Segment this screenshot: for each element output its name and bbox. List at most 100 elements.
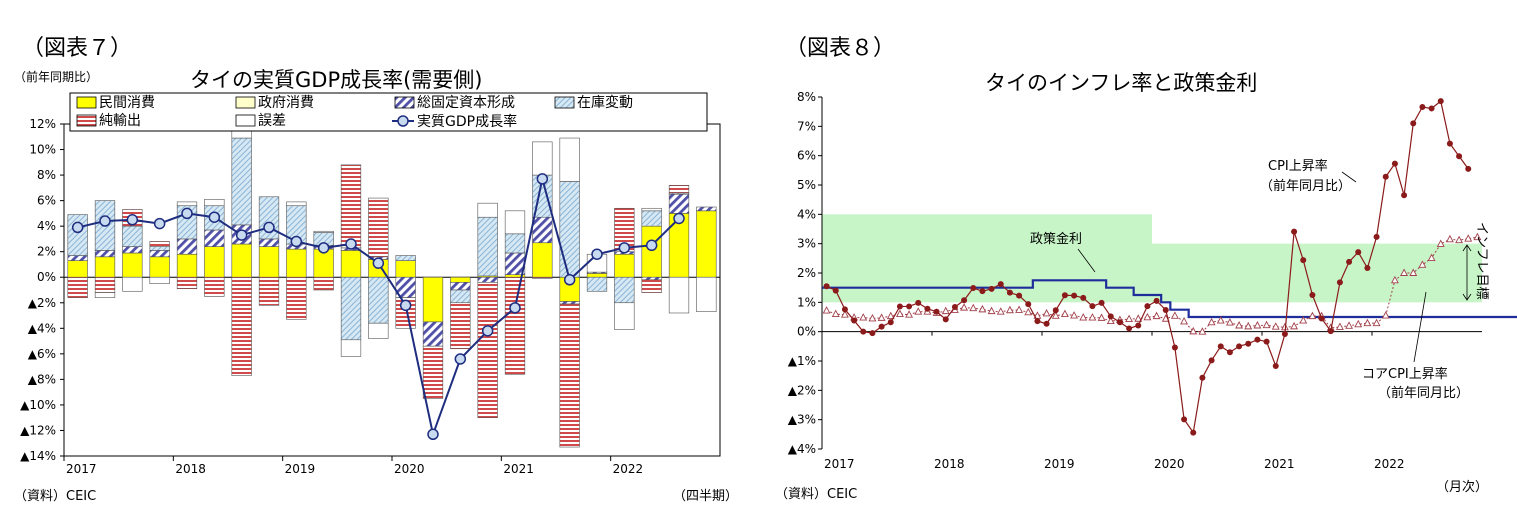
chart1-source: （資料）CEIC xyxy=(14,489,97,504)
cpi-point xyxy=(1373,233,1380,240)
chart2-annotations: 政策金利 CPI上昇率 （前年同月比） コアCPI上昇率 （前年同月比） インフ… xyxy=(1030,158,1489,401)
bar-error xyxy=(149,276,170,284)
core-cpi-point xyxy=(1125,314,1134,323)
gdp-point xyxy=(208,211,221,223)
core-cpi-point xyxy=(1354,319,1363,328)
gdp-point xyxy=(290,235,303,248)
core-cpi-point xyxy=(969,303,978,312)
core-cpi-point xyxy=(1134,314,1143,322)
core-cpi-point xyxy=(1170,311,1179,319)
cpi-point xyxy=(942,316,949,323)
gdp-point xyxy=(372,257,385,269)
cpi-point xyxy=(1217,343,1224,350)
cpi-point xyxy=(1135,322,1142,329)
cpi-point xyxy=(1208,357,1215,364)
bar-error xyxy=(94,292,116,298)
y-tick-label: ▲14% xyxy=(20,449,56,463)
chart2-x-axis: 2017 2018 2019 2020 2021 2022 xyxy=(821,331,1405,471)
cpi-point xyxy=(915,299,922,306)
inflation-target-band xyxy=(822,214,1482,303)
cpi-annotation-line2: （前年同月比） xyxy=(1260,178,1351,194)
y-tick-label: ▲4% xyxy=(788,442,816,456)
gdp-point xyxy=(317,242,330,254)
y-tick-label: 2% xyxy=(797,266,816,280)
cpi-point xyxy=(924,305,931,312)
bar-netexport xyxy=(67,276,88,298)
x-year-label: 2017 xyxy=(66,462,97,476)
y-tick-label: ▲10% xyxy=(20,398,56,412)
core-cpi-point xyxy=(1445,234,1454,243)
cpi-point xyxy=(1226,349,1233,356)
chart1-legend: 民間消費 政府消費 総固定資本形成 在庫変動 純輸出 誤差 実質GDP成長率 xyxy=(69,92,708,132)
chart2-source: （資料）CEIC xyxy=(775,487,858,502)
chart1-title: タイの実質GDP成長率(需要側) xyxy=(190,68,483,92)
x-year-label: 2018 xyxy=(934,457,965,471)
bar-error xyxy=(340,339,362,357)
cpi-point xyxy=(1465,165,1472,172)
chart1-bars xyxy=(67,127,717,448)
cpi-point xyxy=(1446,140,1453,147)
core-cpi-point xyxy=(859,313,868,321)
y-tick-label: 12% xyxy=(29,117,56,131)
core-cpi-point xyxy=(996,307,1005,315)
cpi-point xyxy=(1016,292,1023,299)
figure-8-label: （図表８） xyxy=(785,36,896,61)
y-tick-label: 1% xyxy=(797,295,816,309)
bar-error xyxy=(122,276,143,292)
cpi-point xyxy=(823,283,830,290)
core-cpi-point xyxy=(1070,311,1079,319)
core-cpi-point xyxy=(1409,268,1418,276)
legend-netexport-label: 純輸出 xyxy=(99,113,141,129)
cpi-point xyxy=(1025,301,1032,308)
bar-netexport xyxy=(258,276,280,306)
y-tick-label: ▲4% xyxy=(28,321,56,335)
cpi-point xyxy=(1144,303,1151,310)
cpi-point xyxy=(887,319,894,326)
core-cpi-point xyxy=(941,306,950,315)
cpi-point xyxy=(1181,416,1188,423)
x-year-label: 2022 xyxy=(613,462,644,476)
bar-error xyxy=(668,276,690,314)
y-tick-label: ▲6% xyxy=(28,347,56,361)
cpi-line xyxy=(823,98,1472,436)
y-tick-label: 0% xyxy=(797,325,816,339)
bar-netexport xyxy=(204,276,225,297)
cpi-point xyxy=(1281,331,1288,338)
legend-investment-label: 総固定資本形成 xyxy=(417,95,515,111)
core-cpi-point xyxy=(1106,316,1115,325)
x-year-label: 2022 xyxy=(1374,457,1405,471)
policy-rate-path xyxy=(822,279,1517,319)
bar-inventory xyxy=(586,276,608,292)
bar-netexport xyxy=(149,241,170,247)
core-cpi-point xyxy=(840,310,849,318)
core-cpi-point xyxy=(1060,309,1069,318)
cpi-point xyxy=(1126,325,1133,332)
bar-netexport xyxy=(231,276,252,376)
core-cpi-point xyxy=(895,309,904,318)
cpi-point xyxy=(1263,338,1270,345)
legend-government-swatch xyxy=(235,96,256,109)
core-cpi-point xyxy=(868,314,877,322)
gdp-demand-chart: ▲14% ▲12% ▲10% ▲8% ▲6% ▲4% ▲2% 0% 2% 4% 6% 8% 10% 12%… xyxy=(20,92,721,476)
core-cpi-point xyxy=(987,306,996,315)
bar-error xyxy=(368,322,389,339)
y-tick-label: 6% xyxy=(797,149,816,163)
x-year-label: 2019 xyxy=(285,462,316,476)
core-cpi-point xyxy=(1253,321,1262,329)
cpi-point xyxy=(1190,429,1197,436)
gdp-point xyxy=(673,212,685,225)
core-cpi-point xyxy=(1372,318,1381,327)
cpi-point xyxy=(1300,257,1307,264)
cpi-point xyxy=(1034,318,1041,325)
chart2-y-axis: ▲4% ▲3% ▲2% ▲1% 0% 1% 2% 3% 4% 5% 6% 7% 8% xyxy=(788,90,822,456)
cpi-point xyxy=(851,317,858,324)
chart1-unit-label: （前年同期比） xyxy=(14,70,99,84)
bar-error xyxy=(176,201,198,207)
cpi-annotation-line1: CPI上昇率 xyxy=(1268,158,1328,174)
x-year-label: 2017 xyxy=(824,457,855,471)
y-tick-label: ▲8% xyxy=(28,372,56,386)
y-tick-label: 5% xyxy=(797,178,816,192)
core-cpi-point xyxy=(822,306,831,314)
y-tick-label: 7% xyxy=(797,119,816,133)
